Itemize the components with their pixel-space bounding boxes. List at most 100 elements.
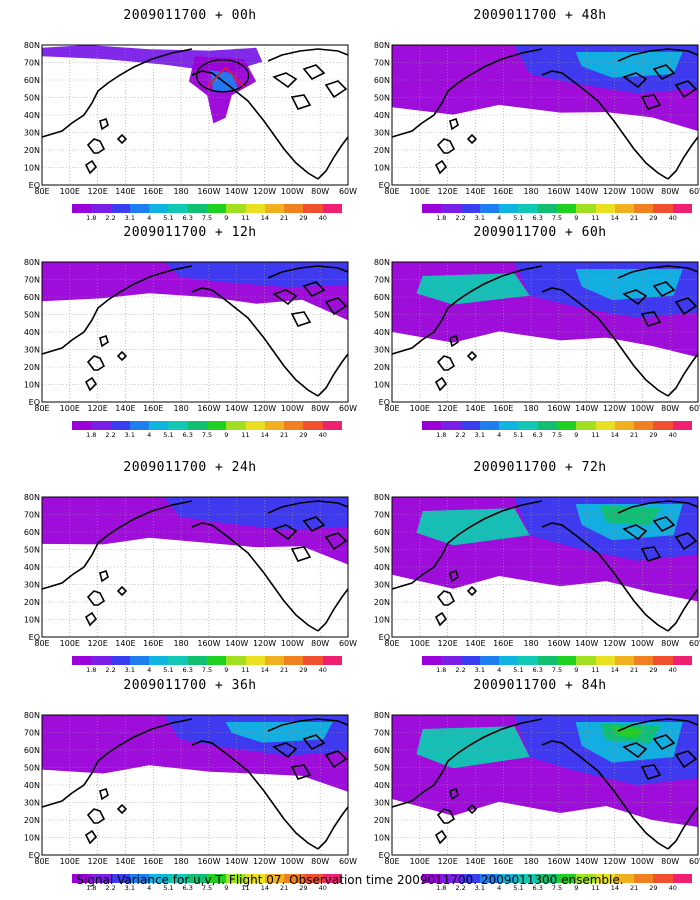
- colorbar-swatch: [207, 421, 227, 430]
- colorbar-swatch: [422, 421, 442, 430]
- colorbar-swatch: [207, 874, 227, 883]
- colorbar-swatch: [91, 204, 112, 213]
- coastline: [41, 500, 193, 590]
- colorbar-label: 2.2: [455, 214, 466, 222]
- coastline: [541, 740, 669, 850]
- coastline: [674, 297, 698, 316]
- colorbar-swatch: [557, 874, 577, 883]
- lon-tick-label: 140E: [465, 857, 485, 866]
- colorbar-swatch: [110, 421, 131, 430]
- lon-tick-label: 120E: [87, 404, 107, 413]
- colorbar-label: 40: [668, 214, 677, 222]
- lon-tick-label: 140E: [115, 857, 135, 866]
- panel-title: 2009011700 + 72h: [473, 460, 607, 475]
- figure-caption: Signal Variance for u,v,T. Flight 07. Ob…: [76, 873, 624, 887]
- lon-tick-label: 80E: [34, 187, 49, 196]
- lon-tick-label: 80W: [661, 857, 679, 866]
- lon-tick-label: 100W: [631, 639, 654, 648]
- colorbar-swatch: [537, 204, 558, 213]
- lat-tick-label: 50N: [374, 311, 390, 320]
- lon-tick-label: 160E: [143, 404, 163, 413]
- colorbar-swatch: [537, 421, 558, 430]
- map-plot: 80N 70N 60N 50N 40N 30N 20N 10N EQ 80E 100E 120E 140…: [20, 709, 360, 874]
- colorbar-swatch: [322, 204, 343, 213]
- lon-tick-label: 140W: [575, 187, 598, 196]
- lat-tick-label: 60N: [24, 293, 40, 302]
- colorbar-swatch: [207, 656, 227, 665]
- colorbar-swatch: [284, 421, 304, 430]
- colorbar-label: 11: [591, 214, 600, 222]
- colorbar-swatch: [460, 204, 481, 213]
- coastline: [436, 590, 456, 606]
- colorbar-label: 14: [610, 214, 619, 222]
- variance-region: [575, 269, 683, 301]
- lon-tick-label: 120W: [603, 857, 626, 866]
- colorbar-swatch: [168, 656, 189, 665]
- colorbar-swatch: [653, 204, 674, 213]
- coastline: [667, 353, 699, 397]
- coastline: [272, 742, 298, 759]
- lon-tick-label: 160W: [547, 187, 570, 196]
- lon-tick-label: 180: [523, 857, 538, 866]
- colorbar: 1.8 2.2 3.1 4 5.1 6.3 7.5 9 11 14 21 29 40: [72, 204, 343, 222]
- colorbar-swatch: [129, 421, 150, 430]
- colorbar-label: 29: [649, 884, 658, 892]
- colorbar-swatch: [614, 874, 635, 883]
- lon-tick-label: 100E: [410, 639, 430, 648]
- colorbar-label: 3.1: [474, 666, 486, 674]
- lat-tick-label: 40N: [374, 563, 390, 572]
- colorbar-label: 29: [299, 214, 308, 222]
- coastline: [434, 159, 448, 175]
- colorbar-label: 9: [224, 884, 229, 892]
- lon-tick-label: 80W: [661, 404, 679, 413]
- map-plot: 80N 70N 60N 50N 40N 30N 20N 10N EQ 80E 100E 120E 140…: [20, 256, 360, 421]
- colorbar-swatch: [91, 421, 112, 430]
- coastline: [391, 265, 543, 355]
- colorbar-label: 7.5: [201, 214, 213, 222]
- lon-tick-label: 160W: [547, 857, 570, 866]
- colorbar-label: 29: [299, 884, 308, 892]
- colorbar-label: 2.2: [455, 431, 466, 439]
- colorbar-swatch: [518, 204, 539, 213]
- colorbar-label: 5.1: [163, 214, 174, 222]
- colorbar-swatch: [72, 874, 92, 883]
- map-panel: 2009011700 + 24h 80N 70N 60N 50N 40N 30N 20N 10N…: [20, 460, 360, 675]
- coastline: [541, 287, 669, 397]
- coastline: [84, 159, 98, 175]
- coastline: [640, 311, 662, 327]
- lon-tick-label: 180: [523, 639, 538, 648]
- lon-tick-label: 120W: [253, 639, 276, 648]
- lat-tick-label: 80N: [374, 711, 390, 720]
- coastline: [434, 829, 448, 845]
- colorbar-label: 5.1: [513, 666, 524, 674]
- coastline: [324, 750, 348, 769]
- lon-tick-label: 160W: [197, 404, 220, 413]
- coastline: [116, 803, 128, 815]
- colorbar-label: 4: [497, 214, 502, 222]
- colorbar-label: 4: [147, 431, 152, 439]
- colorbar-label: 9: [224, 666, 229, 674]
- coastline: [391, 48, 543, 138]
- lon-tick-label: 60W: [339, 857, 357, 866]
- coastline: [86, 808, 106, 824]
- coastline: [652, 64, 676, 81]
- colorbar-label: 9: [574, 666, 579, 674]
- coastline: [99, 334, 109, 348]
- coastline: [652, 281, 676, 298]
- colorbar-label: 11: [241, 431, 250, 439]
- lat-tick-label: 70N: [374, 276, 390, 285]
- lat-tick-label: 80N: [374, 258, 390, 267]
- lat-tick-label: 60N: [24, 528, 40, 537]
- lat-tick-label: 20N: [24, 146, 40, 155]
- colorbar-label: 14: [260, 666, 269, 674]
- lat-tick-label: 10N: [374, 381, 390, 390]
- lon-tick-label: 120W: [603, 404, 626, 413]
- colorbar-label: 40: [318, 666, 327, 674]
- coastline: [86, 355, 106, 371]
- lon-tick-label: 140E: [115, 639, 135, 648]
- colorbar-label: 14: [260, 431, 269, 439]
- colorbar-label: 1.8: [436, 214, 447, 222]
- lat-tick-label: 80N: [24, 258, 40, 267]
